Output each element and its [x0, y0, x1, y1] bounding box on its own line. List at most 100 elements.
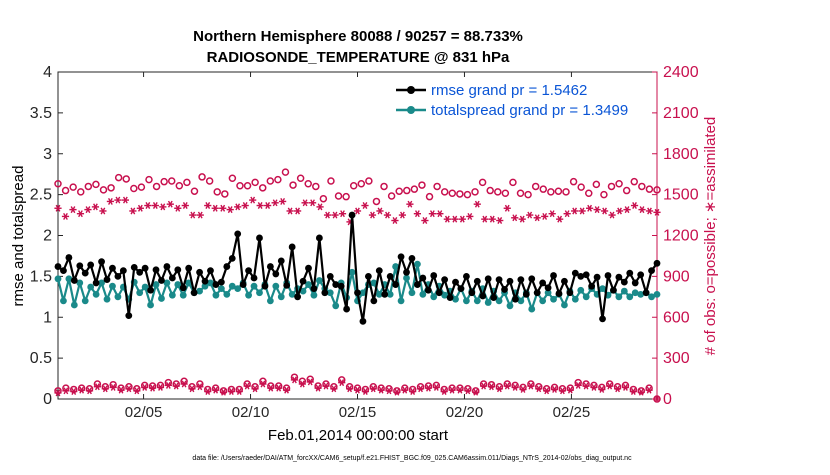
asterisk-stroke	[489, 383, 494, 391]
obs-assimilated-point	[61, 212, 70, 220]
series-point	[430, 272, 438, 279]
obs-assimilated-point	[436, 210, 444, 218]
obs-assimilated-point	[121, 196, 129, 204]
series-point	[571, 295, 579, 303]
obs-possible-point	[205, 177, 214, 185]
obs-possible-point	[99, 186, 108, 194]
asterisk-stroke	[78, 210, 83, 218]
obs-possible-point	[410, 185, 419, 193]
obs-assimilated-point	[571, 207, 579, 215]
series-point	[408, 289, 416, 297]
series-point	[414, 281, 421, 288]
series-point	[441, 276, 449, 284]
chart-title: Northern Hemisphere 80088 / 90257 = 88.7…	[193, 28, 523, 45]
asterisk-stroke	[549, 210, 555, 218]
asterisk-stroke	[150, 384, 155, 392]
asterisk-stroke	[465, 387, 471, 395]
series-point	[495, 276, 503, 284]
asterisk-stroke	[287, 207, 293, 215]
obs-possible-point	[486, 186, 494, 195]
asterisk-stroke	[284, 386, 289, 394]
obs-assimilated-point	[306, 378, 314, 386]
asterisk-stroke	[244, 382, 250, 390]
obs-assimilated-point	[578, 207, 586, 215]
asterisk-stroke	[377, 207, 383, 215]
left-tick-label: 3	[43, 146, 52, 163]
obs-possible-point	[524, 190, 532, 199]
obs-possible-point	[145, 175, 153, 184]
series-point	[550, 295, 557, 303]
series-point	[65, 275, 73, 283]
obs-assimilated-point	[76, 210, 85, 218]
series-point	[610, 286, 617, 294]
line-series-layer	[54, 211, 661, 325]
obs-possible-point	[516, 189, 525, 198]
data-file-footnote: data file: /Users/raeder/DAI/ATM_forcXX/…	[192, 455, 632, 462]
series-point	[185, 279, 193, 287]
x-tick-label: 02/20	[446, 404, 484, 421]
series-point	[495, 297, 503, 305]
obs-assimilated-point	[234, 203, 242, 211]
obs-possible-point	[266, 177, 275, 185]
obs-possible-point	[175, 182, 184, 190]
series-point	[147, 286, 154, 294]
series-point	[403, 274, 410, 282]
asterisk-stroke	[594, 206, 600, 214]
asterisk-stroke	[310, 199, 315, 207]
left-tick-label: 4	[43, 64, 52, 81]
obs-possible-point	[319, 194, 328, 203]
right-tick-label: 300	[663, 350, 690, 367]
asterisk-stroke	[118, 386, 124, 394]
obs-assimilated-point	[249, 196, 257, 204]
asterisk-stroke	[474, 200, 480, 208]
obs-assimilated-point	[286, 207, 294, 215]
asterisk-stroke	[504, 382, 510, 390]
obs-assimilated-point	[543, 387, 551, 395]
series-point	[136, 268, 144, 276]
asterisk-stroke	[189, 385, 195, 393]
obs-possible-point	[615, 179, 623, 188]
series-point	[517, 276, 525, 284]
series-point	[479, 292, 487, 300]
obs-assimilated-point	[503, 204, 511, 212]
obs-assimilated-point	[432, 383, 440, 391]
obs-possible-point	[380, 182, 388, 191]
asterisk-stroke	[473, 388, 479, 396]
series-point	[397, 253, 405, 261]
left-tick-label: 0.5	[30, 350, 52, 367]
asterisk-stroke	[418, 385, 423, 393]
asterisk-stroke	[370, 211, 375, 219]
obs-assimilated-point	[629, 388, 637, 395]
series-point	[370, 297, 378, 305]
obs-assimilated-point	[383, 211, 392, 219]
obs-possible-point	[638, 182, 646, 191]
asterisk-stroke	[63, 387, 69, 395]
obs-possible-point	[334, 192, 343, 200]
obs-assimilated-point	[413, 210, 421, 218]
asterisk-stroke	[130, 207, 136, 215]
asterisk-stroke	[567, 386, 573, 394]
asterisk-stroke	[323, 382, 329, 390]
obs-possible-point	[236, 182, 244, 190]
series-point	[528, 275, 536, 283]
obs-assimilated-point	[106, 197, 115, 205]
asterisk-stroke	[378, 386, 384, 394]
obs-possible-point	[539, 185, 548, 193]
series-point	[250, 274, 258, 282]
obs-assimilated-point	[496, 217, 504, 224]
x-tick-label: 02/10	[232, 404, 270, 421]
series-point	[615, 293, 623, 301]
obs-assimilated-point	[346, 385, 354, 393]
asterisk-stroke	[528, 382, 534, 390]
obs-assimilated-point	[511, 383, 519, 391]
series-point	[65, 254, 73, 261]
asterisk-stroke	[265, 202, 271, 209]
asterisk-stroke	[386, 387, 392, 395]
obs-possible-point	[221, 190, 229, 198]
obs-assimilated-point	[91, 203, 100, 211]
series-point	[452, 295, 459, 303]
obs-assimilated-point	[637, 388, 645, 396]
asterisk-stroke	[542, 212, 548, 220]
obs-assimilated-point	[166, 200, 174, 208]
